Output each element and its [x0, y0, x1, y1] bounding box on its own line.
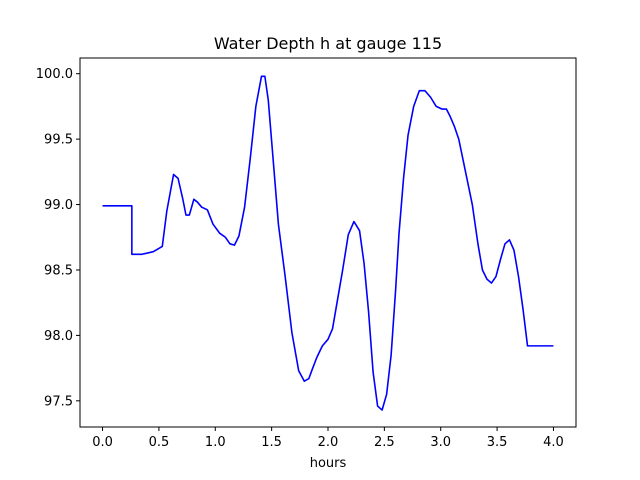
series-line-0: [102, 75, 554, 411]
x-axis-ticks: 0.0 0.5 1.0 1.5 2.0 2.5 3.0 3.5 4.0: [92, 427, 564, 450]
y-axis-ticks: 97.5 98.0 98.5 99.0 99.5 100.0: [36, 67, 80, 409]
y-tick-label: 97.5: [44, 394, 73, 409]
x-tick-label: 2.5: [374, 435, 395, 450]
plot-area: [102, 75, 554, 411]
x-tick-label: 3.5: [487, 435, 508, 450]
y-tick-label: 99.5: [44, 133, 73, 148]
y-tick-label: 100.0: [36, 67, 73, 82]
x-tick-label: 2.0: [318, 435, 339, 450]
x-tick-label: 1.5: [261, 435, 282, 450]
plot-frame: [79, 57, 577, 428]
y-tick-label: 98.5: [44, 263, 73, 278]
y-tick-label: 99.0: [44, 198, 73, 213]
x-tick-label: 0.0: [92, 435, 113, 450]
chart-title: Water Depth h at gauge 115: [214, 34, 442, 53]
y-tick-label: 98.0: [44, 329, 73, 344]
x-tick-label: 0.5: [149, 435, 170, 450]
x-axis-label: hours: [310, 456, 347, 471]
x-tick-label: 4.0: [543, 435, 564, 450]
x-tick-label: 3.0: [430, 435, 451, 450]
x-tick-label: 1.0: [205, 435, 226, 450]
